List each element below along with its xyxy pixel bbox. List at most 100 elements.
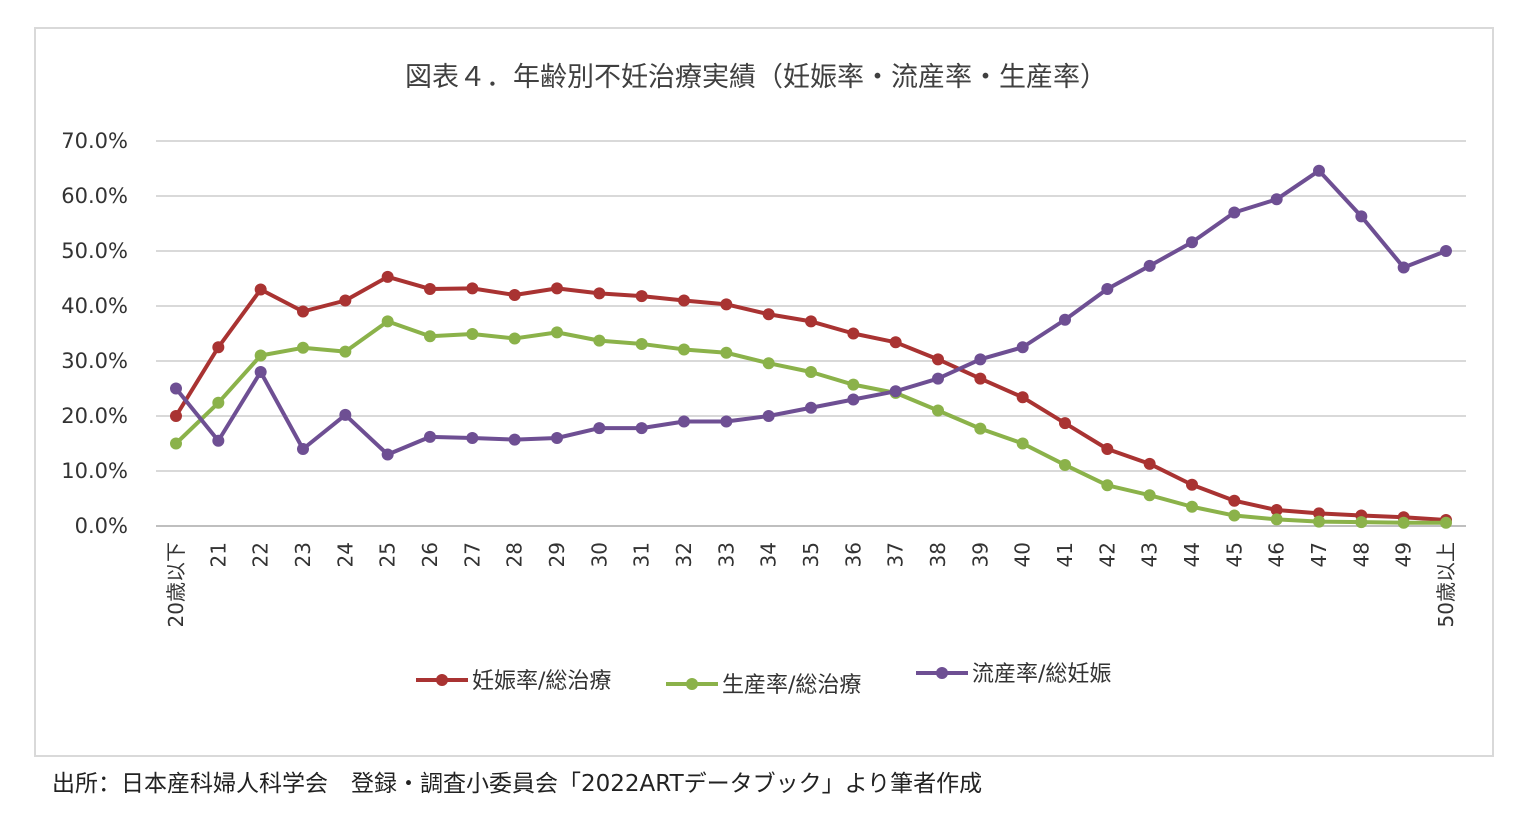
legend-label: 妊娠率/総治療 [472,669,611,694]
chart-title: 図表４．年齢別不妊治療実績（妊娠率・流産率・生産率） [405,62,1107,93]
data-point [170,410,182,422]
data-point [932,372,944,385]
x-axis-ticks: 20歳以下 21 22 23 24 25 26 27 28 29 30 31 32 33 34 35 36 37 3… [164,542,1458,627]
data-point [593,334,606,347]
data-point [1143,489,1156,502]
y-tick-label: 40.0% [61,294,128,318]
x-tick-label: 40 [1011,542,1035,567]
data-point [1270,504,1283,517]
grid-lines [156,140,1466,527]
data-point [297,305,309,318]
data-point [1059,313,1071,326]
x-tick-label: 45 [1222,542,1246,567]
x-tick-label: 26 [418,542,442,567]
data-point [1143,457,1156,470]
data-point [297,443,309,455]
data-point [508,433,521,446]
data-point [1313,164,1325,177]
x-tick-label: 41 [1053,542,1077,567]
x-tick-label: 29 [545,542,569,567]
data-point [424,330,436,343]
data-point [720,298,733,311]
data-point [339,294,352,307]
data-point [1397,261,1410,274]
data-point [805,315,817,328]
chart-frame: 図表４．年齢別不妊治療実績（妊娠率・流産率・生産率） 0.0% 10.0% 20.0… [34,27,1494,757]
data-point [805,401,817,414]
data-point [762,410,775,422]
x-tick-label: 24 [333,542,357,567]
data-point [1016,341,1029,354]
x-tick-label: 23 [291,542,315,567]
data-point [974,372,987,385]
data-point [508,289,521,301]
x-tick-label: 48 [1349,542,1373,567]
data-point [593,422,606,435]
data-point [254,349,267,362]
x-tick-label: 33 [714,542,738,567]
data-point [974,422,987,435]
data-point [889,385,902,398]
data-point [551,326,563,339]
data-point [1397,516,1410,529]
data-point [1186,236,1198,249]
x-tick-label: 36 [841,542,865,567]
data-point [889,336,902,349]
x-tick-label: 39 [968,542,992,567]
data-point [1355,516,1368,529]
y-tick-label: 70.0% [61,129,128,153]
data-point [254,283,267,296]
data-point [1101,479,1114,492]
x-tick-label: 42 [1095,542,1119,567]
data-point [551,282,563,295]
data-point [1228,509,1241,522]
data-point [212,434,225,447]
data-point [466,328,479,341]
x-tick-label: 31 [630,542,654,567]
data-point [551,432,563,444]
series-1 [170,270,1452,526]
x-tick-label: 28 [503,542,527,567]
data-point [720,415,733,428]
data-point [170,382,182,395]
data-point [678,415,690,428]
x-tick-label: 32 [672,542,696,567]
data-point [635,337,648,350]
data-point [1270,513,1283,526]
data-point [1059,417,1071,430]
data-point [762,308,775,321]
data-point [635,290,648,303]
data-point [1186,500,1198,513]
data-point [1440,245,1452,257]
x-tick-label: 35 [799,542,823,567]
data-point [339,345,352,358]
legend-swatch-marker [686,678,698,690]
data-point [1101,443,1114,455]
data-point [593,287,606,300]
y-tick-label: 20.0% [61,404,128,428]
legend-swatch-marker [436,674,448,686]
x-tick-label: 21 [206,542,230,567]
data-point [678,343,690,356]
series-line [174,319,1446,525]
y-tick-label: 60.0% [61,184,128,208]
x-tick-label: 22 [249,542,273,567]
data-point [1355,210,1368,223]
x-tick-label: 46 [1265,542,1289,567]
data-point [847,327,860,340]
data-point [1059,458,1071,471]
data-point [508,332,521,345]
data-point [424,282,436,295]
data-point [720,346,733,359]
legend-item: 流産率/総妊娠 [916,662,1111,687]
data-point [1143,259,1156,272]
data-point [170,437,182,450]
data-point [212,396,225,409]
y-tick-label: 0.0% [75,514,128,538]
series-2 [170,315,1452,529]
x-tick-label: 34 [757,542,781,567]
data-point [974,353,987,366]
data-point [1016,437,1029,450]
x-tick-label: 44 [1180,542,1204,567]
data-point [1186,478,1198,491]
